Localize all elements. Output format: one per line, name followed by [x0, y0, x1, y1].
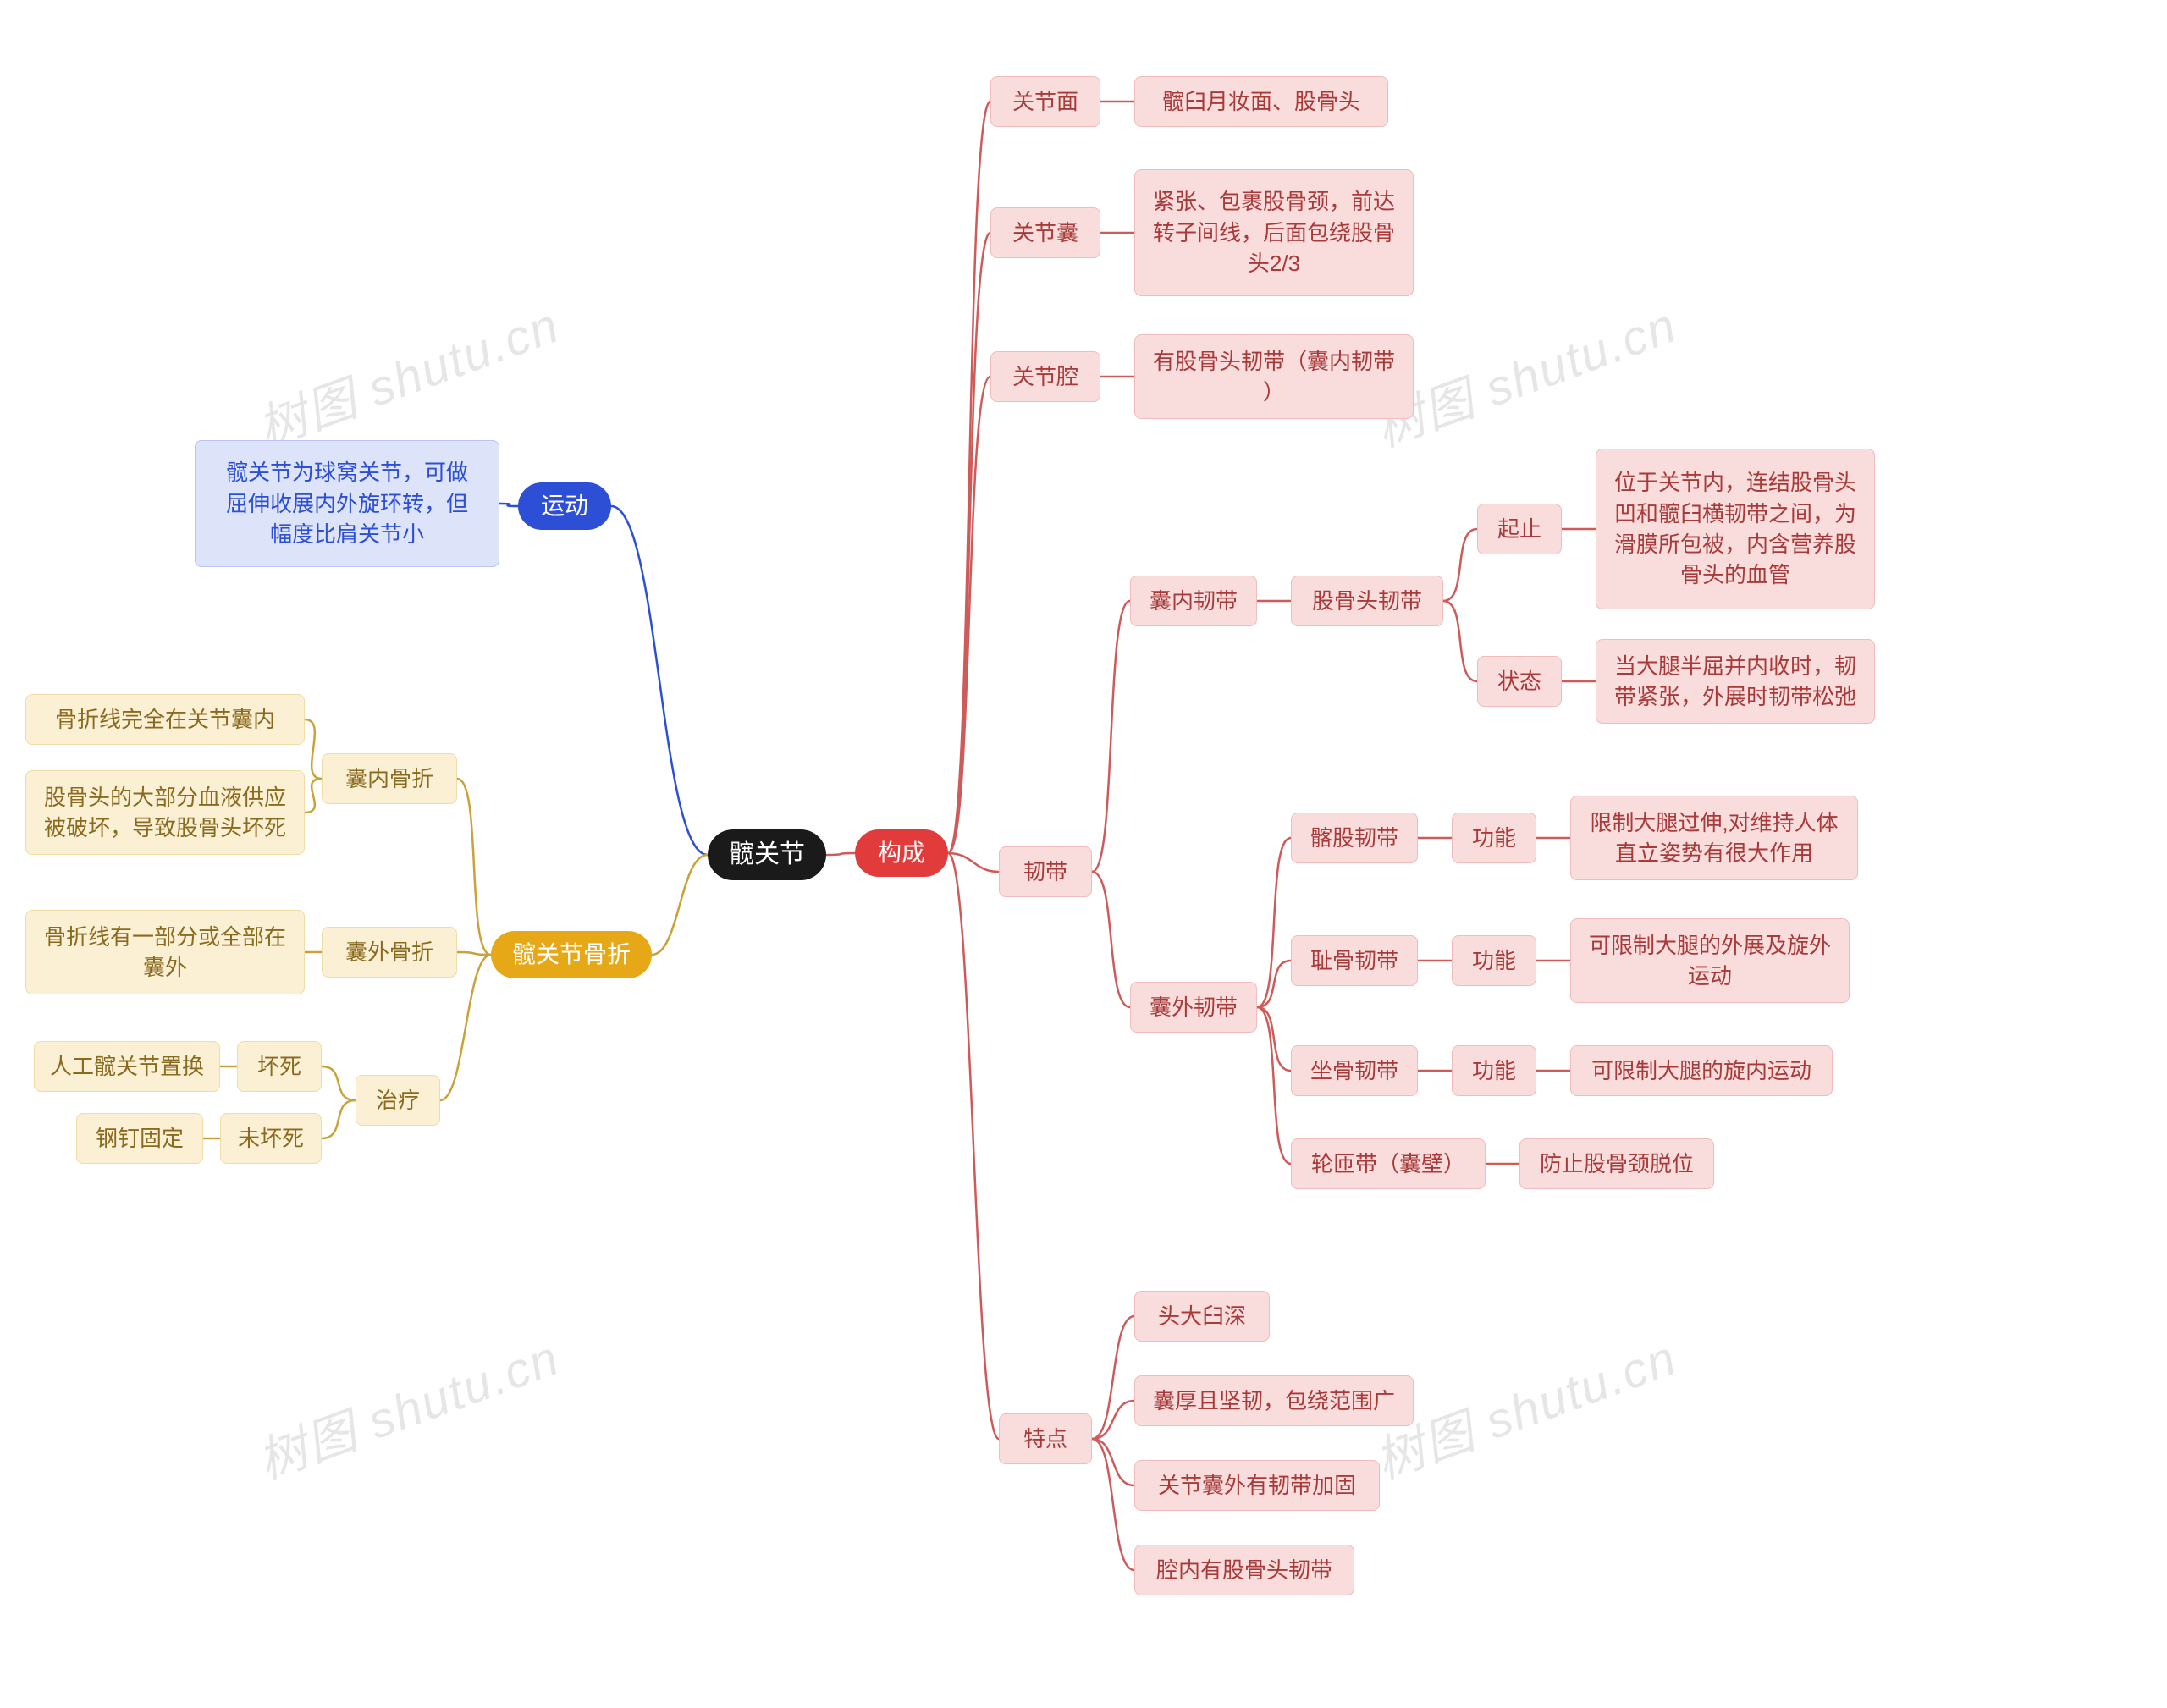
node-motion_d[interactable]: 髋关节为球窝关节，可做 屈伸收展内外旋环转，但 幅度比肩关节小: [195, 440, 499, 567]
node-frac_out_a[interactable]: 骨折线有一部分或全部在 囊外: [25, 910, 305, 994]
node-lig_in_s_d[interactable]: 当大腿半屈并内收时，韧 带紧张，外展时韧带松弛: [1596, 639, 1875, 724]
node-treat_dead_d[interactable]: 人工髋关节置换: [34, 1041, 220, 1092]
node-capsule_d[interactable]: 紧张、包裹股骨颈，前达 转子间线，后面包绕股骨 头2/3: [1134, 169, 1414, 296]
node-lig_out_a_f[interactable]: 功能: [1452, 813, 1536, 863]
node-lig_in_o_d[interactable]: 位于关节内，连结股骨头 凹和髋臼横韧带之间，为 滑膜所包被，内含营养股 骨头的血…: [1596, 449, 1875, 609]
node-lig_in_s[interactable]: 状态: [1477, 656, 1562, 707]
watermark: 树图 shutu.cn: [246, 1318, 568, 1493]
node-lig_in[interactable]: 囊内韧带: [1130, 576, 1257, 626]
node-treat[interactable]: 治疗: [356, 1075, 440, 1126]
edge-lig_out-lig_out_c: [1257, 1007, 1291, 1071]
node-lig_out_b_f[interactable]: 功能: [1452, 935, 1536, 986]
edge-lig-lig_in: [1092, 601, 1130, 872]
edge-comp-lig: [948, 853, 999, 872]
edge-frac_in-frac_in_b: [305, 779, 322, 813]
node-surface_d[interactable]: 髋臼月妆面、股骨头: [1134, 76, 1388, 127]
edge-lig_in_h-lig_in_s: [1443, 601, 1477, 681]
edge-lig_out-lig_out_b: [1257, 961, 1291, 1007]
edge-feat-feat_b: [1092, 1401, 1134, 1439]
node-treat_live_d[interactable]: 钢钉固定: [76, 1113, 203, 1164]
edge-treat-treat_live: [322, 1100, 356, 1138]
node-comp[interactable]: 构成: [855, 829, 948, 877]
node-surface[interactable]: 关节面: [990, 76, 1100, 127]
node-lig_out_b_d[interactable]: 可限制大腿的外展及旋外 运动: [1570, 918, 1850, 1003]
edge-feat-feat_a: [1092, 1316, 1134, 1439]
edge-lig_out-lig_out_a: [1257, 838, 1291, 1007]
edge-treat-treat_dead: [322, 1066, 356, 1100]
node-motion[interactable]: 运动: [518, 482, 611, 530]
edge-feat-feat_d: [1092, 1439, 1134, 1570]
edge-lig_out-lig_out_d: [1257, 1007, 1291, 1164]
node-cavity_d[interactable]: 有股骨头韧带（囊内韧带 ）: [1134, 334, 1414, 419]
node-feat_a[interactable]: 头大臼深: [1134, 1291, 1270, 1342]
node-root[interactable]: 髋关节: [708, 829, 826, 880]
node-feat_b[interactable]: 囊厚且坚韧，包绕范围广: [1134, 1375, 1414, 1426]
node-lig_out_c[interactable]: 坐骨韧带: [1291, 1045, 1418, 1096]
mindmap-stage: 树图 shutu.cn树图 shutu.cn树图 shutu.cn树图 shut…: [0, 0, 2167, 1708]
node-lig_out_c_f[interactable]: 功能: [1452, 1045, 1536, 1096]
node-lig[interactable]: 韧带: [999, 846, 1092, 897]
node-frac[interactable]: 髋关节骨折: [491, 931, 652, 978]
node-lig_out_d[interactable]: 轮匝带（囊壁）: [1291, 1138, 1486, 1189]
edge-comp-surface: [948, 102, 990, 853]
node-frac_out[interactable]: 囊外骨折: [322, 927, 457, 978]
node-feat_d[interactable]: 腔内有股骨头韧带: [1134, 1545, 1354, 1595]
node-lig_out_d_d[interactable]: 防止股骨颈脱位: [1519, 1138, 1714, 1189]
edge-comp-capsule: [948, 233, 990, 853]
node-frac_in[interactable]: 囊内骨折: [322, 753, 457, 804]
edge-frac-frac_out: [457, 952, 491, 955]
node-cavity[interactable]: 关节腔: [990, 351, 1100, 402]
edge-root-frac: [652, 855, 708, 955]
edge-root-motion: [611, 506, 708, 855]
edge-comp-cavity: [948, 377, 990, 853]
edge-lig-lig_out: [1092, 872, 1130, 1007]
node-lig_out_c_d[interactable]: 可限制大腿的旋内运动: [1570, 1045, 1833, 1096]
node-lig_in_o[interactable]: 起止: [1477, 504, 1562, 554]
edge-lig_in_h-lig_in_o: [1443, 529, 1477, 601]
edge-frac_in-frac_in_a: [305, 719, 322, 779]
node-lig_out_b[interactable]: 耻骨韧带: [1291, 935, 1418, 986]
node-lig_out_a_d[interactable]: 限制大腿过伸,对维持人体 直立姿势有很大作用: [1570, 796, 1858, 880]
edge-frac-frac_in: [457, 779, 491, 955]
node-lig_out[interactable]: 囊外韧带: [1130, 982, 1257, 1033]
node-treat_live[interactable]: 未坏死: [220, 1113, 322, 1164]
edge-root-comp: [826, 853, 855, 855]
node-feat[interactable]: 特点: [999, 1413, 1092, 1464]
edge-comp-feat: [948, 853, 999, 1439]
node-frac_in_b[interactable]: 股骨头的大部分血液供应 被破坏，导致股骨头坏死: [25, 770, 305, 855]
node-lig_in_h[interactable]: 股骨头韧带: [1291, 576, 1443, 626]
node-lig_out_a[interactable]: 髂股韧带: [1291, 813, 1418, 863]
node-treat_dead[interactable]: 坏死: [237, 1041, 322, 1092]
watermark: 树图 shutu.cn: [246, 285, 568, 460]
edge-motion-motion_d: [499, 504, 518, 506]
node-feat_c[interactable]: 关节囊外有韧带加固: [1134, 1460, 1380, 1511]
edge-feat-feat_c: [1092, 1439, 1134, 1485]
node-capsule[interactable]: 关节囊: [990, 207, 1100, 258]
node-frac_in_a[interactable]: 骨折线完全在关节囊内: [25, 694, 305, 745]
